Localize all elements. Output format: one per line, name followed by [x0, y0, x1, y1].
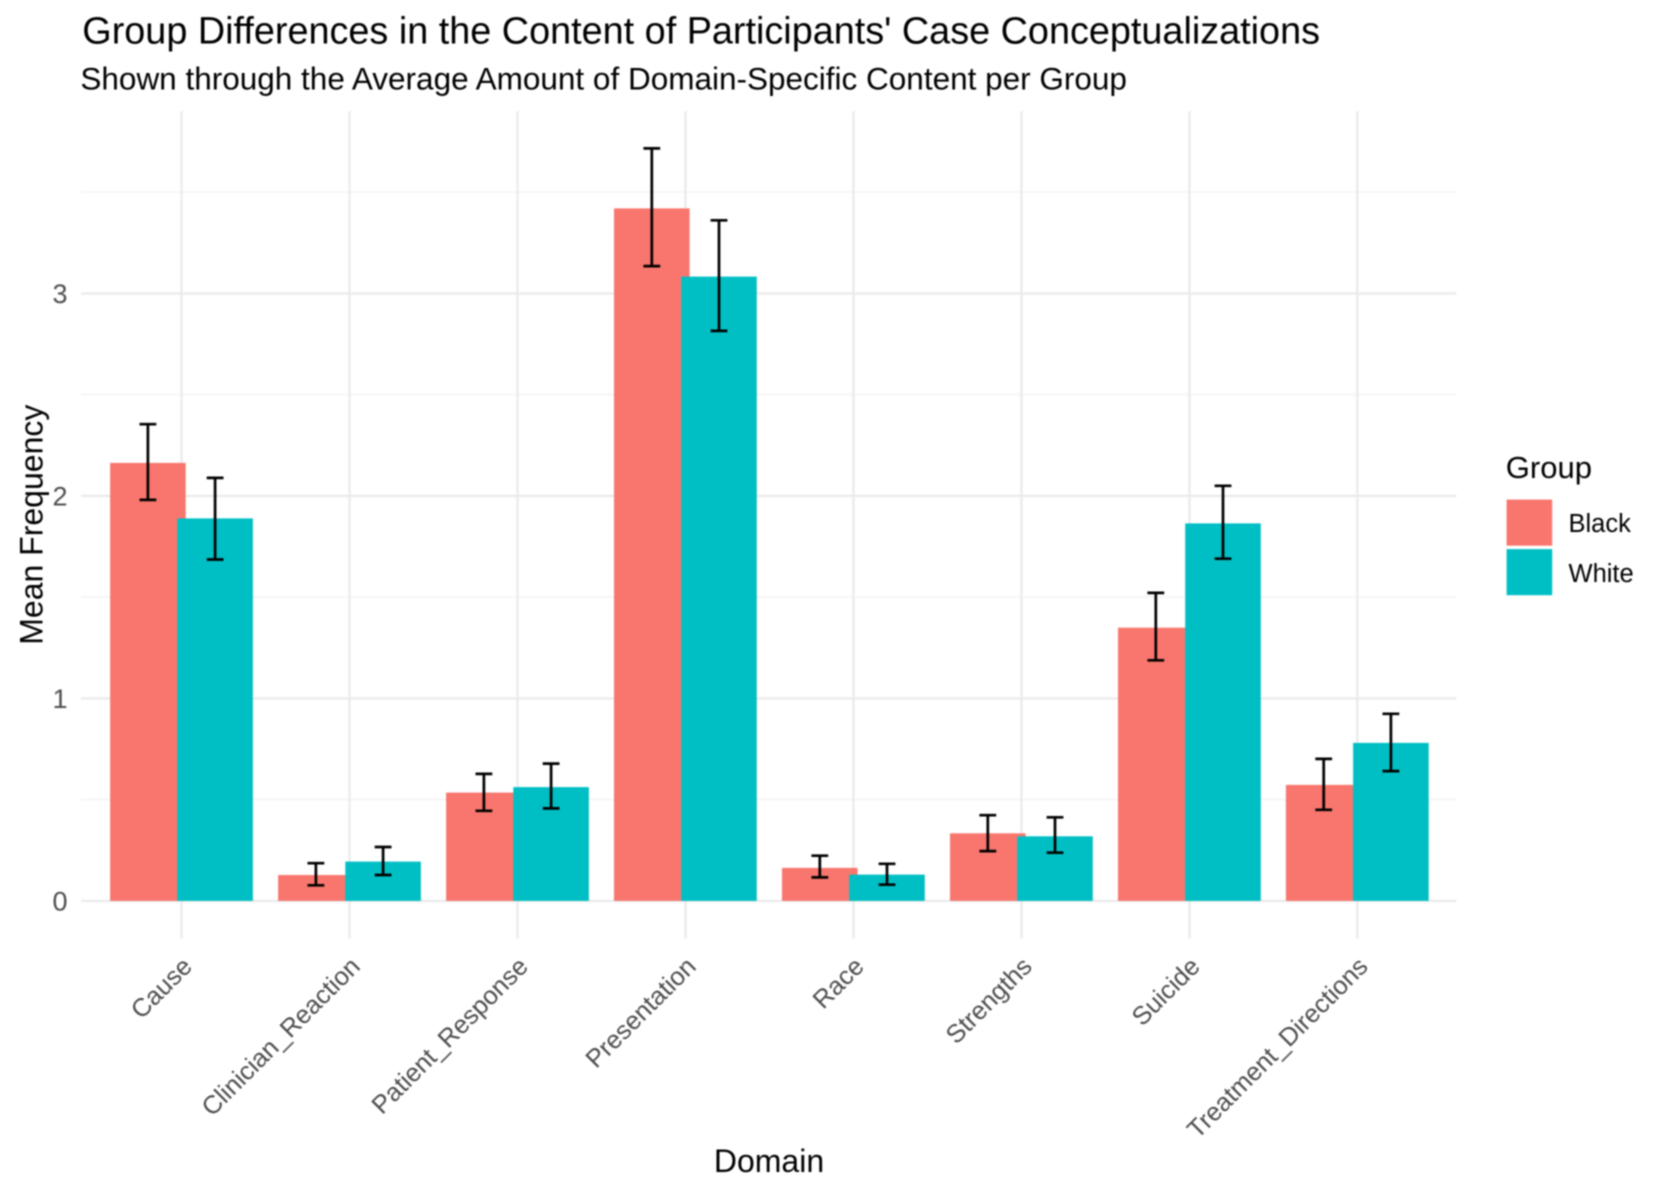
svg-text:Mean Frequency: Mean Frequency	[14, 405, 50, 645]
svg-text:Group Differences in the Conte: Group Differences in the Content of Part…	[82, 11, 1320, 53]
svg-text:0: 0	[52, 887, 67, 917]
svg-text:Shown through the Average Amou: Shown through the Average Amount of Doma…	[80, 60, 1127, 96]
svg-text:2: 2	[52, 482, 67, 512]
svg-text:Black: Black	[1569, 510, 1632, 538]
svg-text:White: White	[1569, 560, 1634, 588]
svg-text:Domain: Domain	[714, 1143, 824, 1179]
svg-text:1: 1	[52, 684, 67, 714]
svg-text:3: 3	[52, 279, 67, 309]
svg-text:Group: Group	[1506, 450, 1592, 485]
